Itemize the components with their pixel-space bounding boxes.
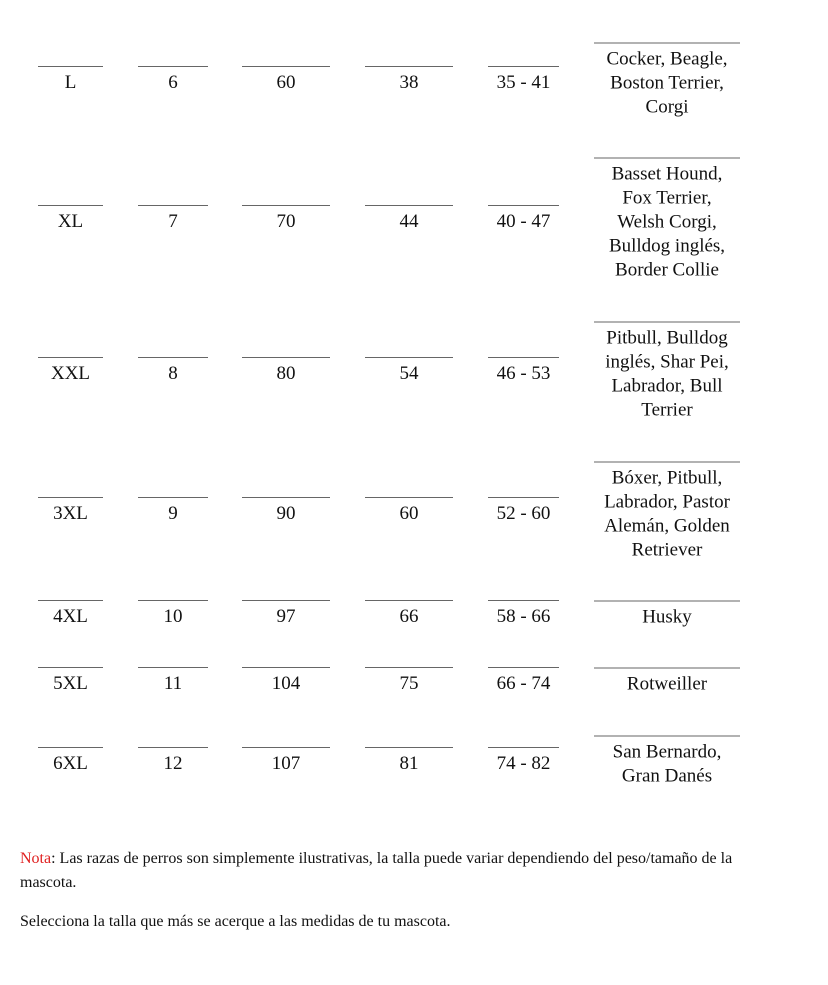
breed-line: Alemán, Golden bbox=[604, 515, 730, 537]
number-cell: 12 bbox=[138, 747, 208, 776]
note-label: Nota bbox=[20, 850, 52, 867]
note: Nota: Las razas de perros son simplement… bbox=[20, 847, 780, 895]
range-cell: 74 - 82 bbox=[488, 747, 559, 776]
breed-line: Labrador, Bull bbox=[611, 375, 723, 397]
range-cell: 52 - 60 bbox=[488, 497, 559, 526]
breed-line: Retriever bbox=[631, 539, 703, 561]
breeds-cell: San Bernardo, Gran Danés bbox=[594, 735, 740, 789]
size-tip: Selecciona la talla que más se acerque a… bbox=[20, 913, 451, 930]
number-cell: 11 bbox=[138, 667, 208, 696]
breed-line: inglés, Shar Pei, bbox=[605, 351, 729, 373]
measure-cell: 54 bbox=[365, 357, 453, 386]
breed-line: Cocker, Beagle, bbox=[606, 48, 728, 70]
size-cell: XXL bbox=[38, 357, 103, 386]
breed-line: Bulldog inglés, bbox=[608, 235, 726, 257]
breed-line: Gran Danés bbox=[621, 765, 713, 787]
breeds-cell: Pitbull, Bulldog inglés, Shar Pei, Labrado… bbox=[594, 321, 740, 423]
breed-line: Border Collie bbox=[615, 259, 719, 281]
number-cell: 9 bbox=[138, 497, 208, 526]
breed-line: Pitbull, Bulldog bbox=[606, 327, 728, 349]
measure-cell: 70 bbox=[242, 205, 330, 234]
breed-line: Rotweiller bbox=[626, 673, 708, 695]
measure-cell: 90 bbox=[242, 497, 330, 526]
measure-cell: 104 bbox=[242, 667, 330, 696]
range-cell: 46 - 53 bbox=[488, 357, 559, 386]
range-cell: 66 - 74 bbox=[488, 667, 559, 696]
breed-line: Husky bbox=[642, 606, 692, 628]
number-cell: 6 bbox=[138, 66, 208, 95]
range-cell: 40 - 47 bbox=[488, 205, 559, 234]
breed-line: San Bernardo, bbox=[612, 741, 722, 763]
measure-cell: 81 bbox=[365, 747, 453, 776]
breed-line: Bóxer, Pitbull, bbox=[611, 467, 723, 489]
breeds-cell: Husky bbox=[594, 600, 740, 630]
measure-cell: 38 bbox=[365, 66, 453, 95]
size-cell: 4XL bbox=[38, 600, 103, 629]
breeds-cell: Bóxer, Pitbull, Labrador, Pastor Alemán, G… bbox=[594, 461, 740, 563]
size-cell: 6XL bbox=[38, 747, 103, 776]
note-text: : Las razas de perros son simplemente il… bbox=[20, 850, 733, 891]
range-cell: 58 - 66 bbox=[488, 600, 559, 629]
size-cell: XL bbox=[38, 205, 103, 234]
size-cell: 5XL bbox=[38, 667, 103, 696]
range-cell: 35 - 41 bbox=[488, 66, 559, 95]
measure-cell: 75 bbox=[365, 667, 453, 696]
breed-line: Corgi bbox=[645, 96, 689, 118]
breed-line: Fox Terrier, bbox=[622, 187, 712, 209]
number-cell: 8 bbox=[138, 357, 208, 386]
number-cell: 7 bbox=[138, 205, 208, 234]
breed-line: Terrier bbox=[641, 399, 693, 421]
number-cell: 10 bbox=[138, 600, 208, 629]
measure-cell: 107 bbox=[242, 747, 330, 776]
size-cell: 3XL bbox=[38, 497, 103, 526]
breeds-cell: Cocker, Beagle, Boston Terrier, Corgi bbox=[594, 42, 740, 120]
breeds-cell: Basset Hound, Fox Terrier, Welsh Corgi, Bul… bbox=[594, 157, 740, 283]
size-cell: L bbox=[38, 66, 103, 95]
measure-cell: 44 bbox=[365, 205, 453, 234]
breeds-cell: Rotweiller bbox=[594, 667, 740, 697]
breed-line: Boston Terrier, bbox=[610, 72, 724, 94]
breed-line: Welsh Corgi, bbox=[617, 211, 717, 233]
breed-line: Basset Hound, bbox=[611, 163, 723, 185]
measure-cell: 97 bbox=[242, 600, 330, 629]
measure-cell: 80 bbox=[242, 357, 330, 386]
measure-cell: 60 bbox=[365, 497, 453, 526]
measure-cell: 60 bbox=[242, 66, 330, 95]
breed-line: Labrador, Pastor bbox=[604, 491, 730, 513]
measure-cell: 66 bbox=[365, 600, 453, 629]
